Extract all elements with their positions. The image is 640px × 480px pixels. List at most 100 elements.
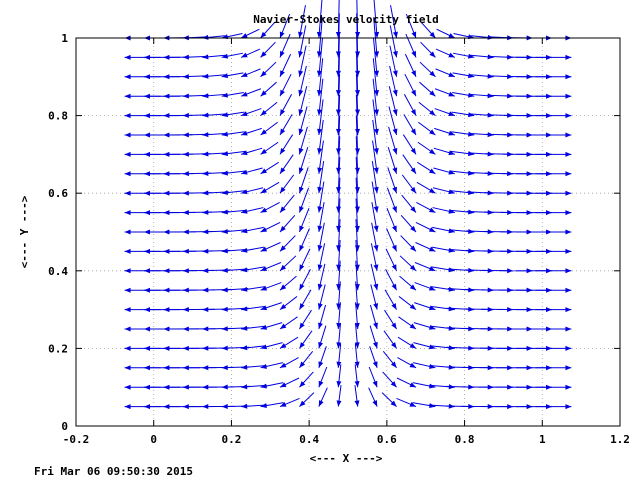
vector-arrowhead <box>409 343 416 349</box>
vector-arrowhead <box>221 53 229 59</box>
vector-arrowhead <box>336 400 342 407</box>
vector-arrowhead <box>372 400 378 407</box>
vector-arrowhead <box>374 89 380 97</box>
vector-arrow <box>318 0 323 39</box>
vector-arrows <box>124 0 572 410</box>
vector-arrowhead <box>392 225 397 232</box>
vector-arrowhead <box>409 323 416 329</box>
vector-arrowhead <box>144 345 150 351</box>
vector-arrowhead <box>144 190 150 196</box>
vector-arrowhead <box>241 345 248 351</box>
vector-arrowhead <box>221 267 228 273</box>
vector-arrowhead <box>182 248 189 254</box>
vector-arrowhead <box>260 227 268 232</box>
vector-arrowhead <box>124 248 131 254</box>
vector-arrowhead <box>336 167 342 174</box>
vector-arrowhead <box>468 151 475 157</box>
vector-arrowhead <box>565 404 572 410</box>
vector-arrowhead <box>260 129 267 135</box>
vector-arrowhead <box>280 401 287 407</box>
vector-arrowhead <box>221 326 228 332</box>
vector-arrowhead <box>221 287 228 293</box>
vector-arrowhead <box>316 51 322 58</box>
vector-arrowhead <box>411 89 416 97</box>
vector-arrowhead <box>299 206 304 213</box>
vector-arrowhead <box>221 403 228 409</box>
vector-arrowhead <box>336 148 342 155</box>
vector-arrowhead <box>182 151 189 157</box>
vector-arrowhead <box>428 227 436 232</box>
vector-arrowhead <box>429 31 436 38</box>
vector-arrowhead <box>260 188 268 194</box>
vector-arrowhead <box>373 167 379 174</box>
vector-arrowhead <box>182 190 189 196</box>
vector-arrowhead <box>202 404 209 410</box>
vector-arrowhead <box>317 303 323 310</box>
vector-arrowhead <box>241 325 248 331</box>
vector-arrowhead <box>411 70 416 77</box>
vector-arrow <box>337 74 341 116</box>
y-axis-ticks: 0 0.2 0.4 0.6 0.8 1 <box>48 32 620 433</box>
vector-arrowhead <box>260 344 268 350</box>
vector-arrowhead <box>448 247 455 253</box>
vector-arrowhead <box>124 171 131 177</box>
vector-arrowhead <box>202 248 209 254</box>
vector-arrowhead <box>280 109 286 116</box>
vector-arrowhead <box>448 267 455 273</box>
vector-arrowhead <box>429 168 436 174</box>
vector-arrowhead <box>429 70 436 77</box>
vector-arrowhead <box>298 89 304 97</box>
vector-arrowhead <box>354 284 360 291</box>
vector-arrowhead <box>318 380 324 388</box>
vector-arrowhead <box>428 246 436 252</box>
vector-arrowhead <box>241 169 248 175</box>
vector-arrow <box>372 78 378 116</box>
vector-arrowhead <box>280 128 286 135</box>
vector-arrow <box>337 115 341 155</box>
vector-arrowhead <box>448 111 455 116</box>
vector-arrowhead <box>335 128 341 135</box>
vector-arrowhead <box>565 132 572 138</box>
vector-arrowhead <box>241 228 248 234</box>
vector-arrow <box>355 94 359 136</box>
vector-arrowhead <box>124 113 131 119</box>
x-tick-label: 0.8 <box>455 433 475 446</box>
vector-arrowhead <box>163 365 170 371</box>
vector-arrow <box>318 37 324 77</box>
vector-arrowhead <box>374 70 380 77</box>
vector-arrowhead <box>280 89 285 97</box>
vector-arrowhead <box>335 70 341 77</box>
vector-arrowhead <box>260 207 268 213</box>
vector-arrowhead <box>354 380 360 388</box>
vector-arrowhead <box>391 342 397 349</box>
vector-arrowhead <box>565 326 572 332</box>
vector-arrowhead <box>163 151 170 157</box>
vector-arrowhead <box>393 31 398 38</box>
vector-arrowhead <box>124 384 131 390</box>
vector-arrowhead <box>354 225 360 232</box>
vector-arrowhead <box>163 54 170 60</box>
vector-arrowhead <box>392 128 398 135</box>
grid-lines <box>76 38 620 426</box>
vector-arrowhead <box>317 109 322 116</box>
vector-arrowhead <box>221 248 228 254</box>
vector-arrowhead <box>241 267 248 273</box>
vector-arrowhead <box>144 326 150 332</box>
vector-arrowhead <box>565 190 572 196</box>
y-tick-label: 1 <box>61 32 68 45</box>
vector-arrow <box>318 78 324 116</box>
vector-arrowhead <box>163 307 170 313</box>
vector-arrowhead <box>182 209 189 215</box>
vector-arrowhead <box>355 51 361 58</box>
vector-arrowhead <box>163 229 170 235</box>
vector-arrowhead <box>280 382 287 388</box>
vector-arrowhead <box>202 345 209 351</box>
vector-arrowhead <box>202 34 209 40</box>
vector-arrowhead <box>260 148 267 155</box>
vector-arrowhead <box>182 74 189 80</box>
vector-arrowhead <box>335 109 341 116</box>
vector-arrowhead <box>280 206 286 213</box>
vector-arrowhead <box>467 73 475 79</box>
vector-arrowhead <box>298 51 304 58</box>
vector-arrowhead <box>448 52 455 58</box>
